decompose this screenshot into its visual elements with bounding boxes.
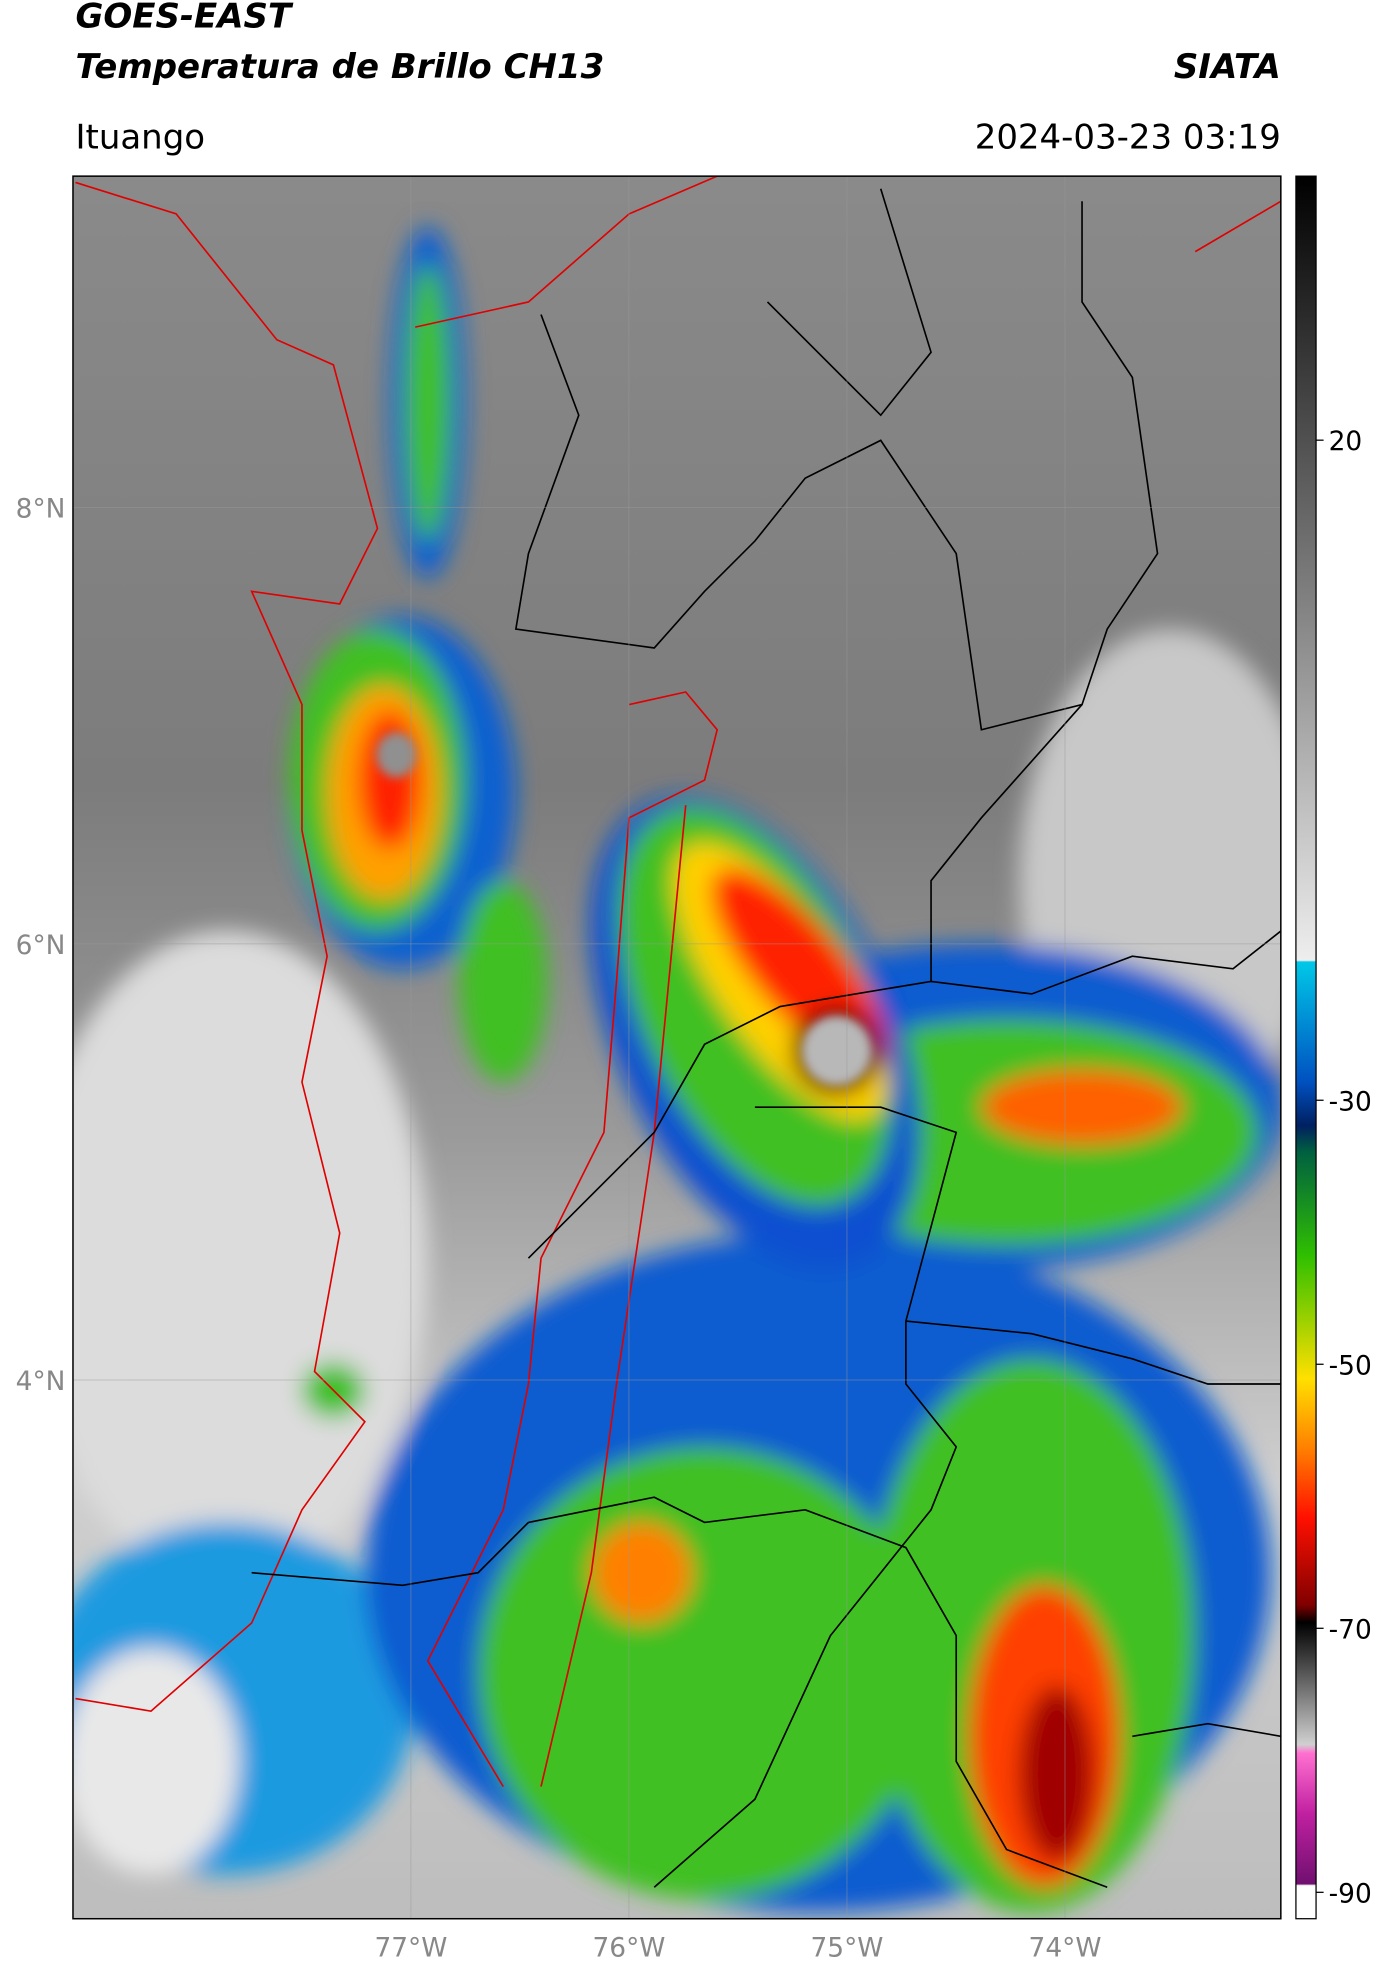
grid bbox=[72, 176, 1281, 1919]
borders bbox=[75, 176, 1281, 1889]
x-tick-label: 74°W bbox=[1029, 1932, 1102, 1963]
subtitle: Temperatura de Brillo CH13 bbox=[75, 47, 604, 87]
x-tick-label: 77°W bbox=[374, 1932, 447, 1963]
cloud-field bbox=[72, 226, 1281, 1913]
colorbar-tick-label: -30 bbox=[1329, 1086, 1372, 1117]
y-tick-label: 8°N bbox=[16, 494, 66, 525]
title: GOES-EAST bbox=[75, 0, 293, 37]
location: Ituango bbox=[75, 117, 205, 157]
colorbar-tick-label: 20 bbox=[1329, 426, 1363, 457]
x-tick-label: 75°W bbox=[810, 1932, 883, 1963]
storm-cores bbox=[376, 732, 872, 1086]
y-tick-label: 6°N bbox=[16, 930, 66, 961]
colorbar bbox=[1295, 175, 1317, 1920]
x-tick-label: 76°W bbox=[592, 1932, 665, 1963]
colorbar-tick-label: -70 bbox=[1329, 1614, 1372, 1645]
y-tick-label: 4°N bbox=[16, 1366, 66, 1397]
map-frame bbox=[72, 175, 1282, 1920]
colorbar-tick-label: -90 bbox=[1329, 1878, 1372, 1909]
datetime: 2024-03-23 03:19 bbox=[975, 117, 1281, 157]
map bbox=[72, 176, 1281, 1919]
colorbar-tick-label: -50 bbox=[1329, 1350, 1372, 1381]
brand: SIATA bbox=[1174, 47, 1281, 87]
